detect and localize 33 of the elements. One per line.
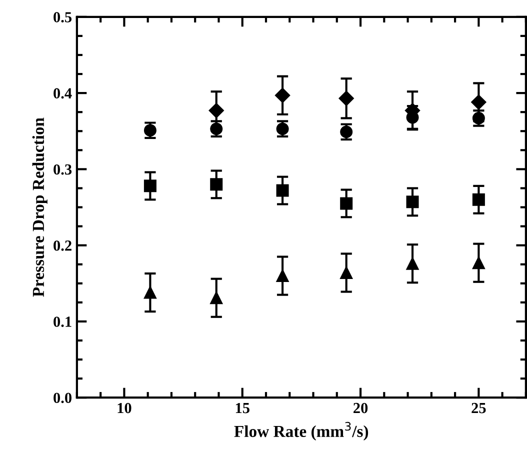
x-tick-label: 20 [354, 402, 368, 414]
x-tick-label: 15 [236, 402, 250, 414]
point [144, 180, 156, 192]
point [406, 257, 419, 270]
point [144, 286, 156, 299]
point [210, 178, 223, 191]
y-axis-title: Pressure Drop Reduction [32, 118, 48, 297]
point [406, 196, 419, 208]
point [472, 193, 485, 206]
y-tick-label: 0.1 [54, 316, 72, 327]
point [340, 126, 353, 138]
x-tick-label: 25 [472, 402, 486, 414]
point [340, 266, 353, 279]
point [274, 88, 290, 103]
point [276, 270, 289, 282]
point [338, 90, 354, 106]
y-tick-label: 0.5 [54, 12, 72, 22]
y-tick-label: 0.4 [54, 88, 72, 99]
y-tick-label: 0.2 [54, 240, 72, 251]
point [208, 102, 224, 118]
point [210, 122, 223, 136]
point [210, 292, 223, 304]
point [472, 112, 485, 124]
x-tick-label: 10 [118, 402, 132, 414]
y-tick-label: 0.3 [54, 164, 72, 175]
point [276, 122, 289, 136]
x-axis-title: Flow Rate (mm$^{3}$/s) [234, 422, 368, 440]
point [472, 256, 485, 270]
point [340, 197, 353, 210]
point [276, 184, 289, 197]
y-tick-label: 0.0 [54, 392, 72, 404]
point [144, 124, 156, 137]
point [471, 94, 486, 110]
